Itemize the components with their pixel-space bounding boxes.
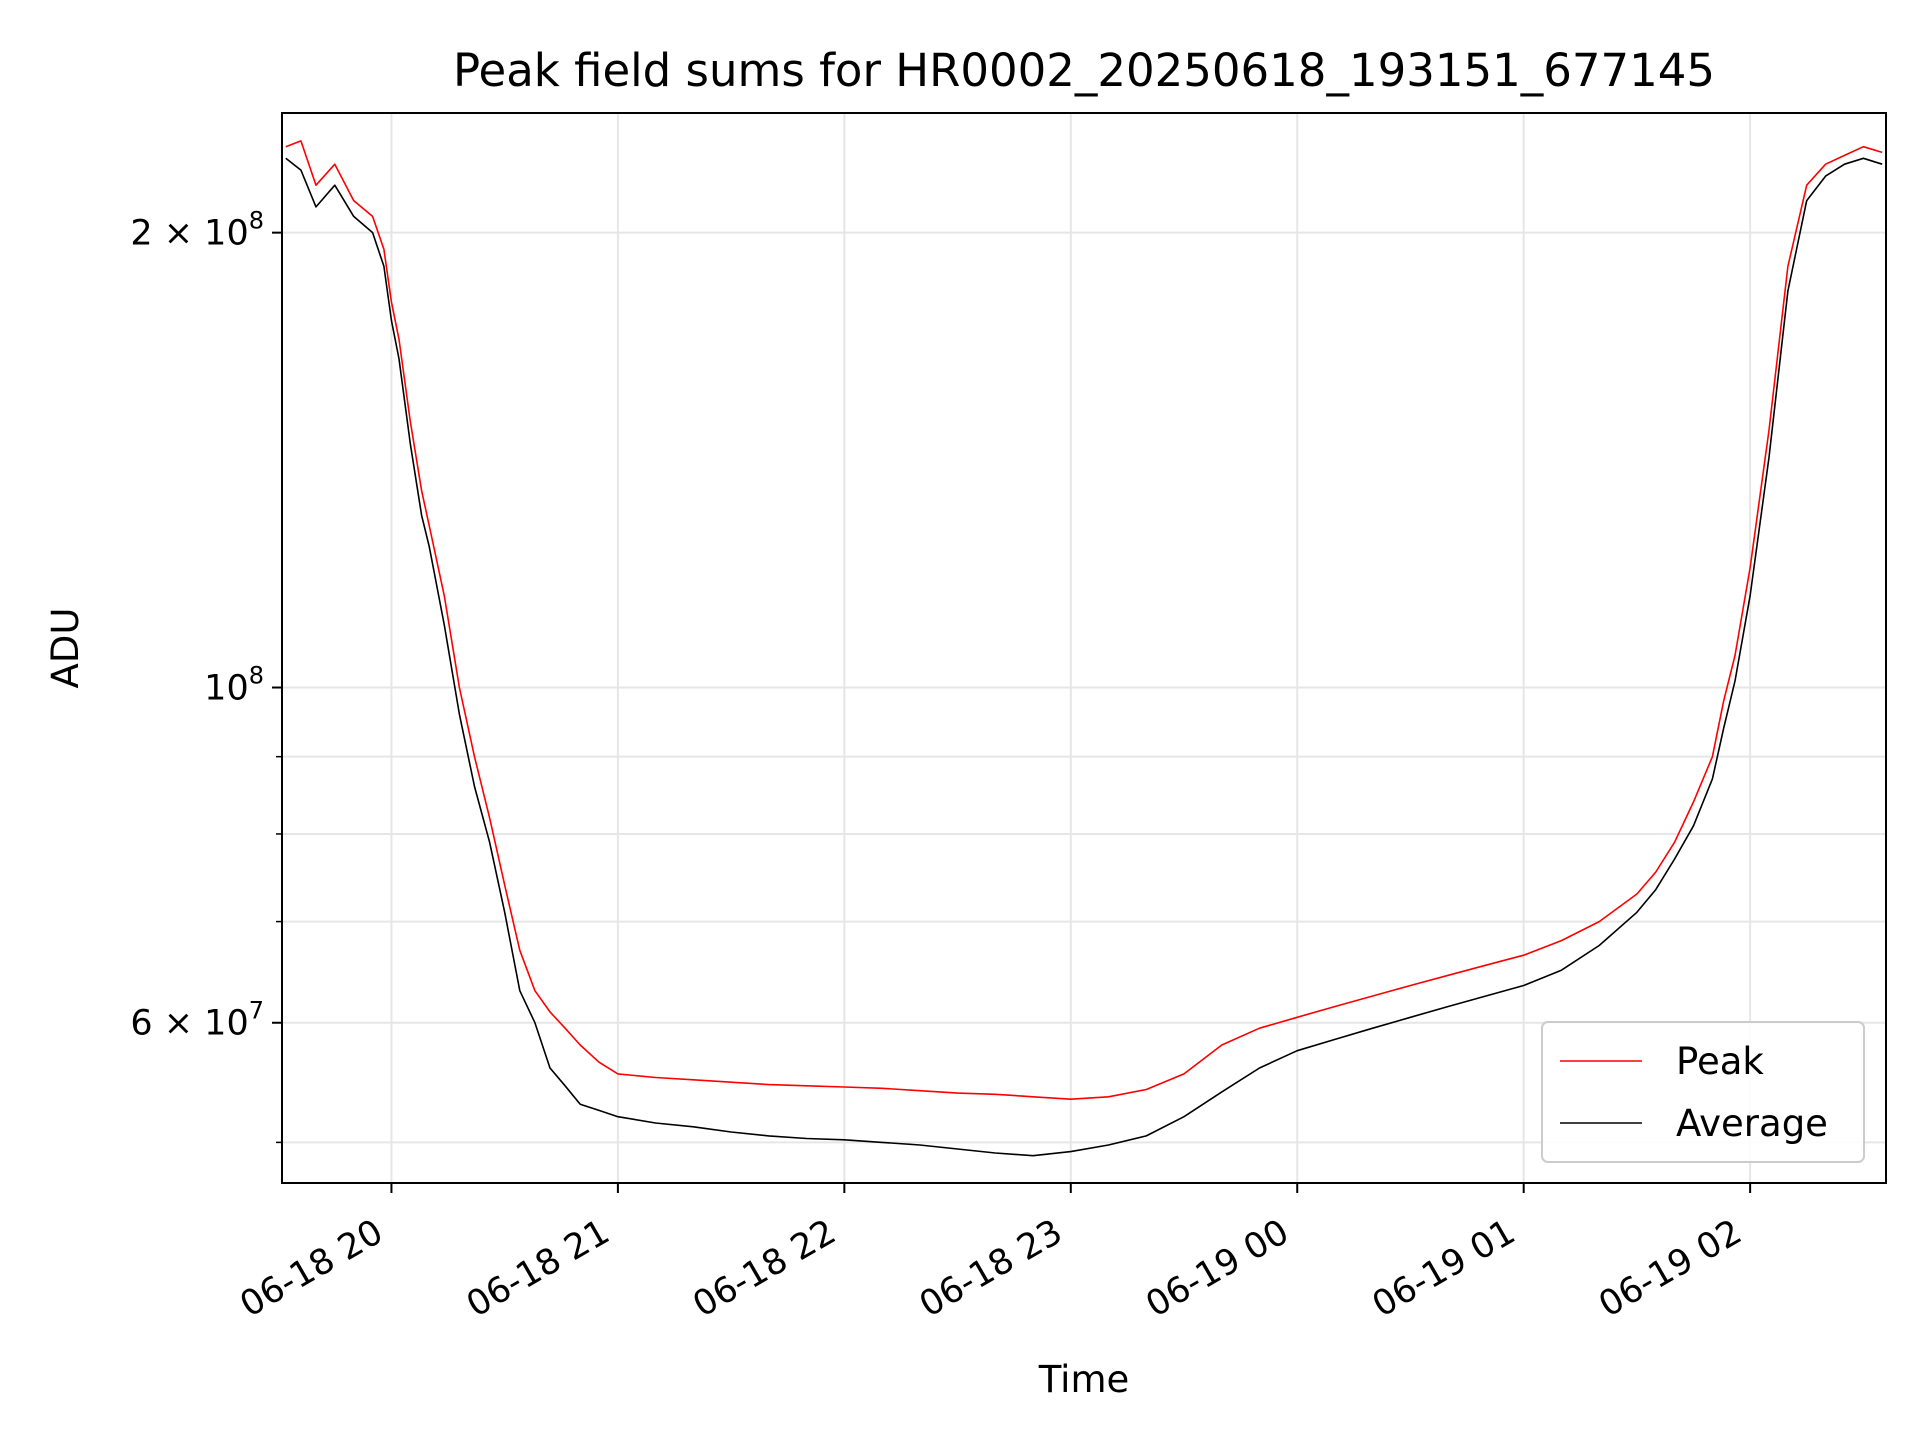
series-group (285, 140, 1883, 1157)
legend: Peak Average (1541, 1021, 1865, 1163)
x-axis-title: Time (1038, 1358, 1130, 1401)
y-tick-label: 2 × 108 (130, 207, 264, 254)
chart-title: Peak field sums for HR0002_20250618_1931… (453, 44, 1715, 97)
y-tick-label: 6 × 107 (130, 997, 264, 1044)
legend-box (1541, 1021, 1865, 1163)
y-tick-label: 108 (204, 662, 264, 709)
legend-label-average: Average (1676, 1102, 1828, 1145)
series-line-average (285, 157, 1883, 1157)
plot-frame (281, 112, 1887, 1184)
legend-label-peak: Peak (1676, 1040, 1764, 1083)
y-axis-title: ADU (44, 608, 87, 689)
series-line-peak (285, 140, 1883, 1100)
grid (282, 113, 1886, 1183)
